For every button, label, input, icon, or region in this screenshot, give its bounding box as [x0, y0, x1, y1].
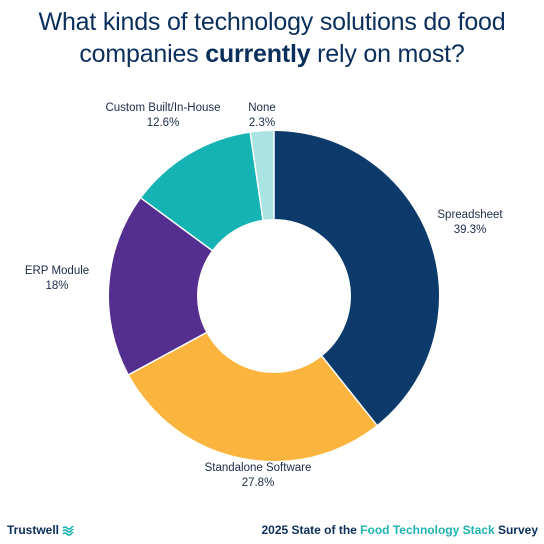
trustwell-waves-icon [62, 525, 74, 536]
slice-category-label: Standalone Software [205, 462, 312, 474]
slice-category-label: ERP Module [25, 265, 89, 277]
survey-source-highlight: Food Technology Stack [360, 523, 495, 537]
chart-title-emphasis: currently [205, 40, 311, 68]
slice-value-label: 12.6% [147, 117, 180, 129]
slice-category-label: None [248, 102, 276, 114]
chart-title-line-2-post: rely on most? [310, 40, 465, 68]
slice-custom-built-in-house [141, 132, 263, 251]
slice-value-label: 27.8% [242, 477, 275, 489]
donut-labels: Spreadsheet 39.3% Standalone Software 27.8%… [25, 102, 504, 489]
survey-source: 2025 State of the Food Technology Stack … [261, 523, 538, 537]
slice-none [250, 131, 274, 220]
slice-label-custom-built-in-house: Custom Built/In-House 12.6% [105, 102, 220, 129]
slice-separator [128, 332, 207, 376]
chart-title-line-2-pre: companies [79, 40, 206, 68]
slice-label-erp-module: ERP Module 18% [25, 265, 89, 292]
slice-label-spreadsheet: Spreadsheet 39.3% [437, 209, 503, 236]
slice-erp-module [108, 198, 212, 375]
brand-name: Trustwell [7, 523, 60, 537]
slice-value-label: 39.3% [454, 224, 487, 236]
chart-title-line-2: companies currently rely on most? [0, 38, 544, 70]
survey-source-post: Survey [494, 523, 538, 537]
slice-category-label: Custom Built/In-House [105, 102, 220, 114]
slice-label-none: None 2.3% [248, 102, 276, 129]
survey-source-pre: 2025 State of the [261, 523, 361, 537]
chart-title: What kinds of technology solutions do fo… [0, 6, 544, 70]
slice-spreadsheet [274, 131, 439, 426]
slice-value-label: 2.3% [249, 117, 275, 129]
slice-separator [249, 132, 264, 220]
brand-logo: Trustwell [7, 523, 74, 537]
slice-value-label: 18% [45, 280, 68, 292]
slice-category-label: Spreadsheet [437, 209, 503, 221]
slice-separator [321, 355, 378, 426]
slice-separator [140, 197, 213, 251]
chart-title-line-1: What kinds of technology solutions do fo… [38, 8, 506, 36]
slice-standalone-software [128, 332, 377, 462]
donut-slices [108, 131, 439, 462]
slice-label-standalone-software: Standalone Software 27.8% [205, 462, 312, 489]
